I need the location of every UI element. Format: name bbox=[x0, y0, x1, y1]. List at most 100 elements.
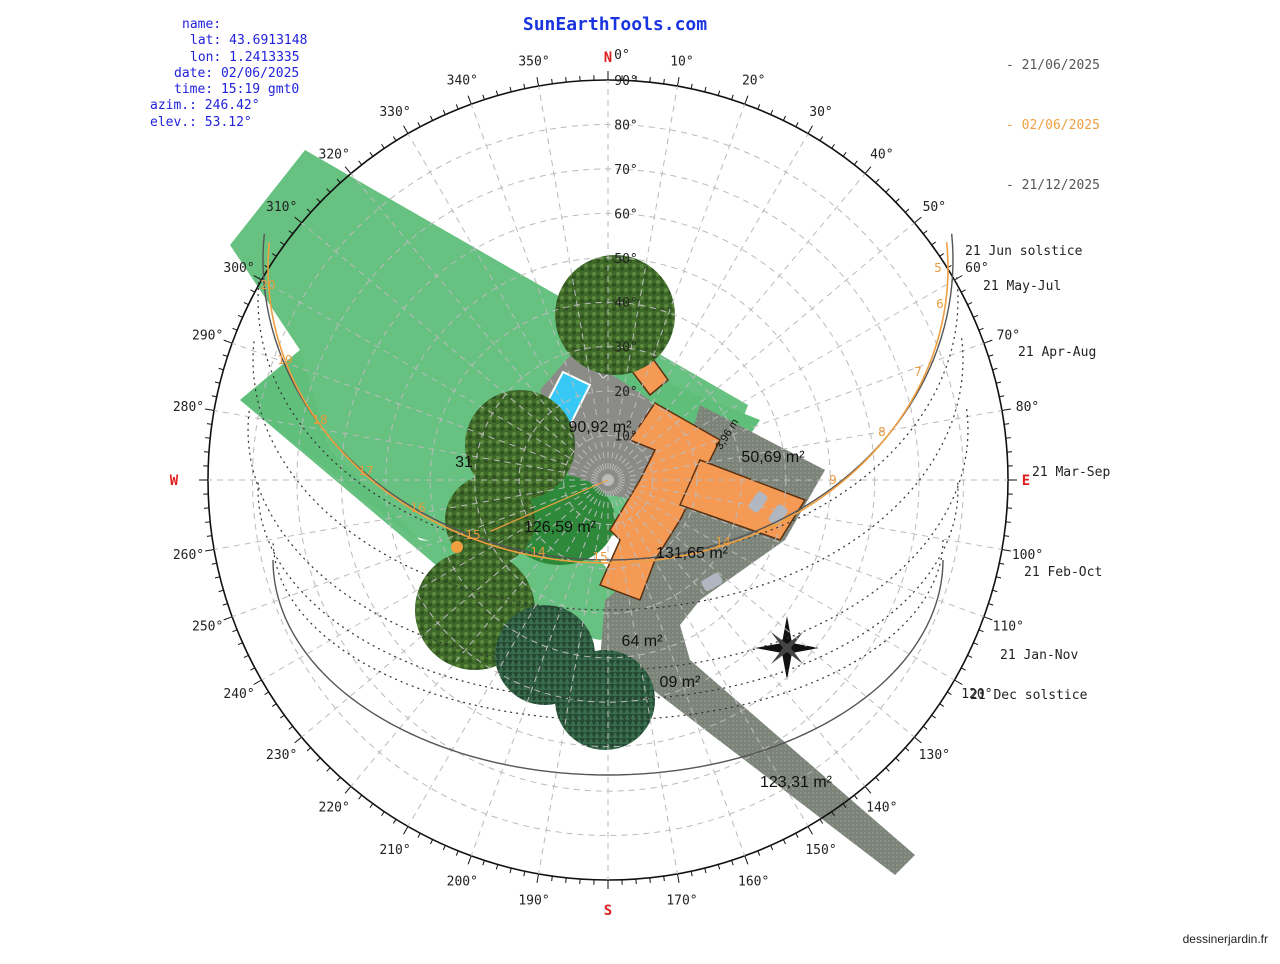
azimuth-tick-label: 70° bbox=[997, 328, 1020, 343]
tick-mark bbox=[886, 768, 889, 772]
tick-mark bbox=[496, 865, 497, 870]
azimuth-tick-label: 170° bbox=[666, 894, 697, 909]
tick-mark bbox=[1006, 522, 1011, 523]
tick-mark bbox=[370, 804, 373, 808]
legend: - 21/06/2025 - 02/06/2025 - 21/12/2025 bbox=[1006, 16, 1100, 236]
path-label: 21 Jun solstice bbox=[965, 244, 1083, 259]
tick-mark bbox=[430, 116, 432, 120]
tick-mark bbox=[758, 851, 760, 856]
azimuth-tick-label: 320° bbox=[319, 148, 350, 163]
path-label: 21 Feb-Oct bbox=[1024, 565, 1102, 580]
azimuth-tick-label: 0° bbox=[614, 48, 630, 63]
hour-label: 8 bbox=[878, 425, 886, 439]
tick-mark bbox=[914, 217, 921, 223]
tick-mark bbox=[996, 382, 1001, 383]
tick-mark bbox=[896, 758, 900, 761]
tick-mark bbox=[905, 209, 909, 212]
tick-mark bbox=[650, 77, 651, 82]
tick-mark bbox=[993, 590, 998, 591]
tick-mark bbox=[566, 878, 567, 883]
hour-label: 7 bbox=[914, 365, 922, 379]
tick-mark bbox=[468, 856, 471, 864]
tick-mark bbox=[1004, 536, 1009, 537]
cardinal-e: E bbox=[1022, 473, 1030, 489]
tick-mark bbox=[999, 563, 1004, 564]
tick-mark bbox=[205, 522, 210, 523]
tick-mark bbox=[808, 126, 813, 134]
tick-mark bbox=[796, 122, 798, 126]
legend-entry: - 21/06/2025 bbox=[1006, 56, 1100, 76]
tick-mark bbox=[244, 655, 248, 657]
tick-mark bbox=[205, 409, 214, 411]
hour-label: 15 bbox=[592, 550, 607, 564]
tick-mark bbox=[265, 692, 269, 695]
elevation-tick-label: 20° bbox=[614, 385, 637, 400]
tick-mark bbox=[307, 748, 311, 751]
tick-mark bbox=[418, 833, 420, 837]
hour-label: 9 bbox=[829, 473, 837, 487]
tick-mark bbox=[954, 276, 962, 281]
info-time: time: 15:19 gmt0 bbox=[150, 82, 307, 98]
tick-mark bbox=[968, 655, 972, 657]
tick-mark bbox=[865, 786, 871, 793]
tick-mark bbox=[718, 91, 719, 96]
tick-mark bbox=[232, 630, 237, 632]
area-label: 90,92 m² bbox=[568, 419, 632, 436]
credit: dessinerjardin.fr bbox=[1183, 932, 1268, 946]
tick-mark bbox=[843, 152, 846, 156]
tick-mark bbox=[1004, 424, 1009, 425]
azimuth-tick-label: 340° bbox=[447, 74, 478, 89]
tick-mark bbox=[244, 302, 248, 304]
tick-mark bbox=[295, 737, 302, 743]
tick-mark bbox=[418, 122, 420, 126]
elevation-tick-label: 70° bbox=[614, 163, 637, 178]
tick-mark bbox=[865, 167, 871, 174]
azimuth-tick-label: 310° bbox=[266, 200, 297, 215]
tick-mark bbox=[984, 617, 992, 620]
tick-mark bbox=[771, 110, 773, 115]
tick-mark bbox=[961, 290, 965, 292]
tick-mark bbox=[496, 91, 497, 96]
tree bbox=[555, 255, 675, 375]
elevation-tick-label: 30° bbox=[614, 341, 637, 356]
tick-mark bbox=[238, 643, 243, 645]
tick-mark bbox=[443, 110, 445, 115]
tick-mark bbox=[552, 79, 553, 84]
info-name: name: bbox=[150, 17, 307, 33]
azimuth-tick-label: 160° bbox=[738, 874, 769, 889]
tick-mark bbox=[510, 87, 511, 92]
tick-mark bbox=[896, 199, 900, 202]
tick-mark bbox=[984, 340, 992, 343]
tick-mark bbox=[923, 726, 927, 729]
tick-mark bbox=[745, 856, 748, 864]
azimuth-tick-label: 20° bbox=[742, 74, 765, 89]
tick-mark bbox=[886, 189, 889, 193]
azimuth-tick-label: 80° bbox=[1016, 400, 1039, 415]
tick-mark bbox=[327, 768, 330, 772]
area-label: 50,69 m² bbox=[741, 449, 805, 466]
tick-mark bbox=[483, 860, 485, 865]
azimuth-tick-label: 250° bbox=[192, 620, 223, 635]
tick-mark bbox=[345, 167, 351, 174]
tick-mark bbox=[979, 630, 984, 632]
tick-mark bbox=[250, 668, 254, 670]
tick-mark bbox=[718, 865, 719, 870]
tick-mark bbox=[215, 382, 220, 383]
azimuth-tick-label: 150° bbox=[805, 843, 836, 858]
azimuth-tick-label: 240° bbox=[223, 687, 254, 702]
tick-mark bbox=[345, 786, 351, 793]
area-label: 123,31 m² bbox=[760, 774, 833, 791]
azimuth-tick-label: 60° bbox=[965, 261, 988, 276]
elevation-tick-label: 50° bbox=[614, 252, 637, 267]
tick-mark bbox=[988, 355, 993, 357]
hour-label: 15 bbox=[465, 528, 480, 542]
elevation-tick-label: 40° bbox=[614, 296, 637, 311]
tick-mark bbox=[207, 424, 212, 425]
tick-mark bbox=[212, 396, 217, 397]
tick-mark bbox=[979, 328, 984, 330]
tick-mark bbox=[961, 668, 965, 670]
tick-mark bbox=[732, 95, 734, 100]
tick-mark bbox=[876, 179, 879, 183]
